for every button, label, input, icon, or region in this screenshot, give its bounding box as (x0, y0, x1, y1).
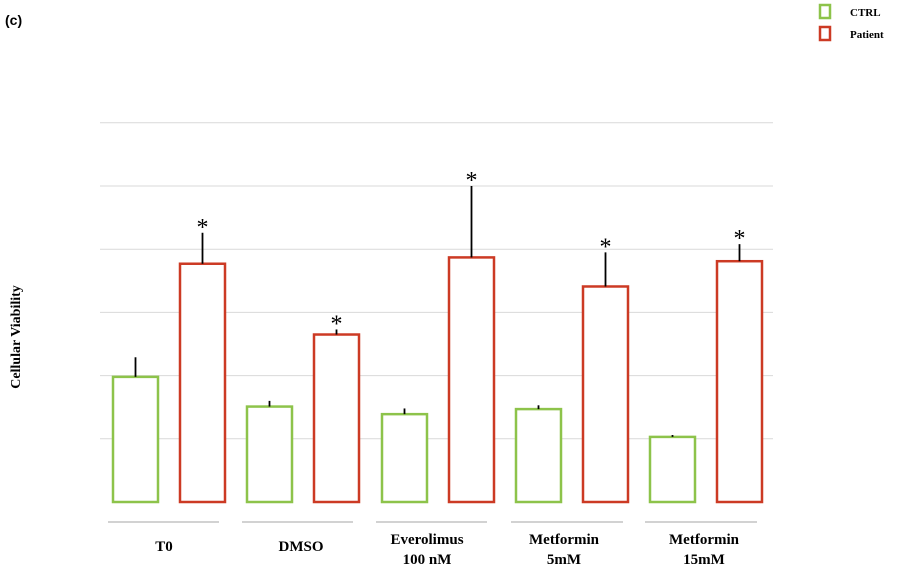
legend-swatch-ctrl (818, 3, 832, 20)
y-axis-label: Cellular Viability (9, 285, 24, 389)
bar-ctrl-3 (514, 407, 563, 504)
significance-marker: * (466, 168, 478, 194)
panel-label: (c) (5, 12, 23, 28)
bar-ctrl-1 (245, 405, 294, 504)
legend-label: Patient (850, 29, 884, 41)
bar-ctrl-4 (648, 435, 697, 504)
bar-patient-4 (715, 259, 764, 504)
category-label: Everolimus (390, 532, 463, 548)
category-label: Metformin (669, 532, 740, 548)
category-label: 5mM (547, 552, 581, 568)
category-label: DMSO (279, 539, 324, 555)
category-label: 100 nM (403, 552, 452, 568)
bar-patient-1 (312, 333, 361, 504)
significance-marker: * (331, 311, 343, 337)
bar-patient-0 (178, 262, 227, 504)
significance-marker: * (734, 226, 746, 252)
bar-patient-2 (447, 256, 496, 504)
category-label: T0 (155, 539, 173, 555)
bar-patient-3 (581, 285, 630, 504)
significance-marker: * (600, 234, 612, 260)
legend-swatch-patient (818, 25, 832, 42)
bar-ctrl-2 (380, 412, 429, 504)
bar-ctrl-0 (111, 375, 160, 504)
category-label: Metformin (529, 532, 600, 548)
category-label: 15mM (683, 552, 725, 568)
legend-label: CTRL (850, 7, 881, 19)
significance-marker: * (197, 215, 209, 241)
